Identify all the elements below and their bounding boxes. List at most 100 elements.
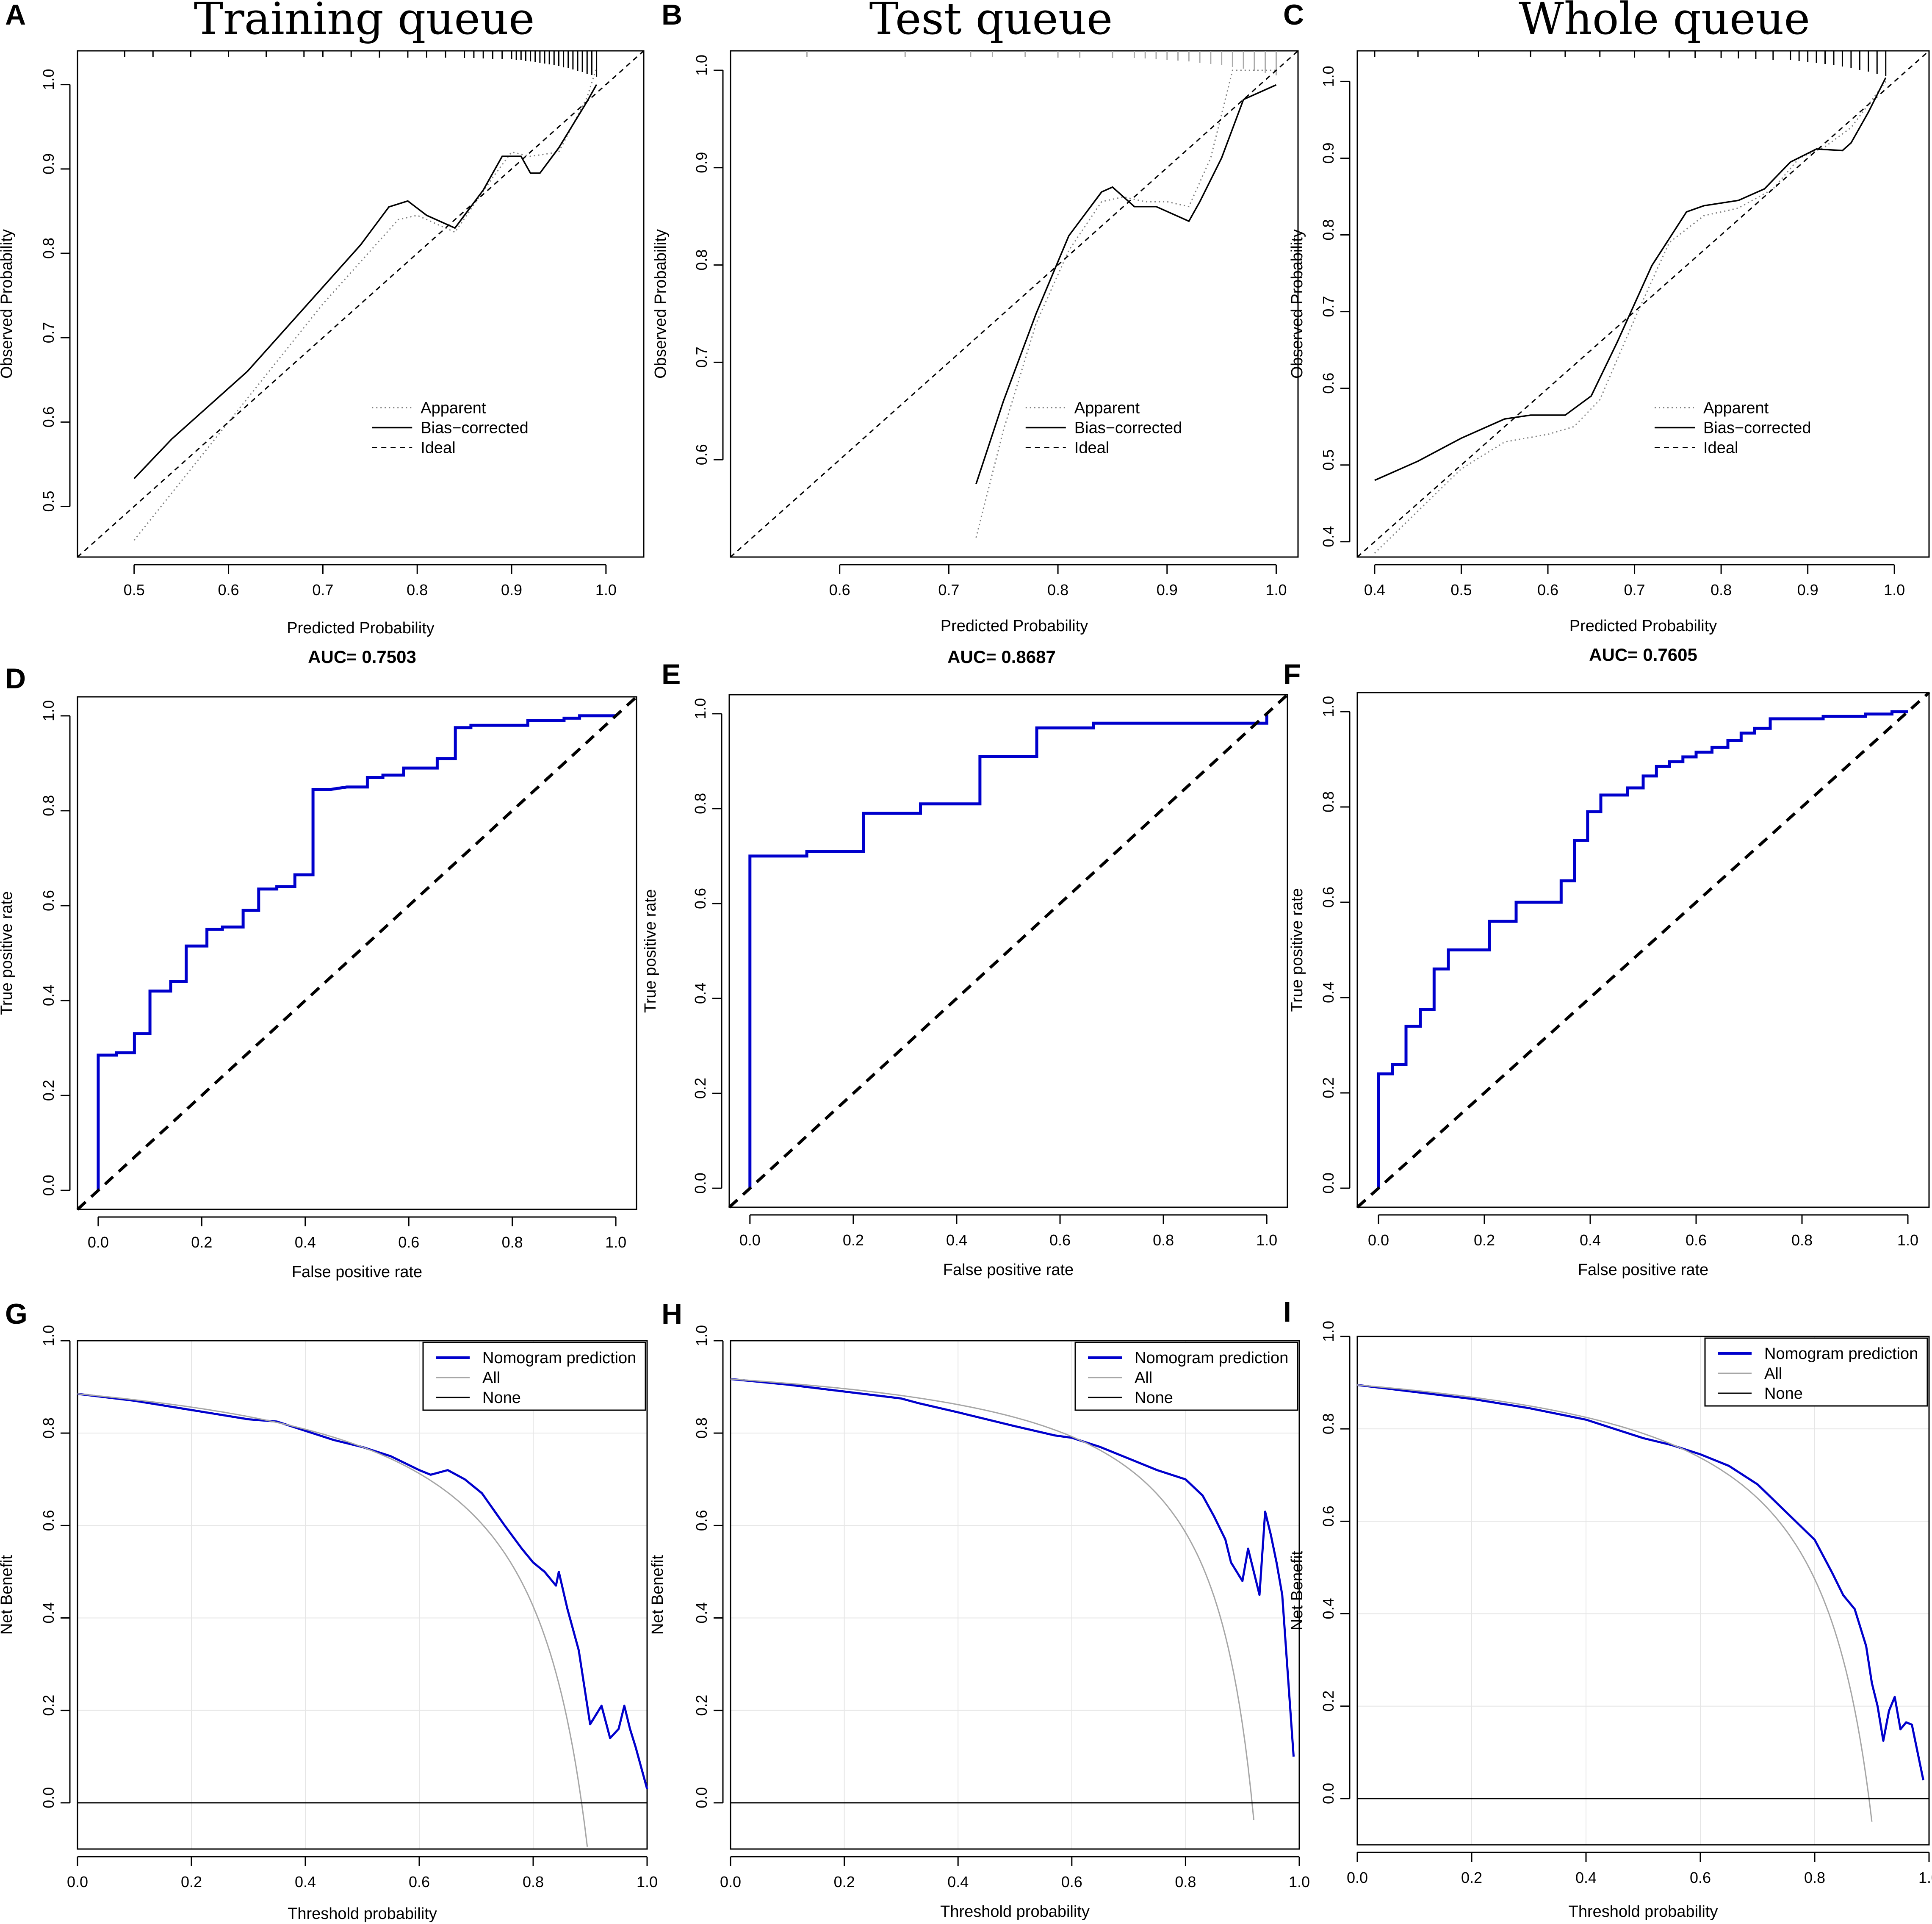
y-tick-label: 1.0 xyxy=(40,69,57,90)
y-tick-label: 1.0 xyxy=(40,1325,57,1346)
y-tick-label: 0.8 xyxy=(40,238,57,259)
x-tick-label: 0.0 xyxy=(1347,1869,1368,1886)
bias-corrected-line xyxy=(1374,77,1887,481)
y-tick-label: 0.4 xyxy=(1320,1598,1337,1619)
y-tick-label: 0.0 xyxy=(1320,1173,1337,1194)
legend-box xyxy=(422,1342,646,1411)
y-tick-label: 0.9 xyxy=(40,153,57,175)
x-tick-label: 0.0 xyxy=(1368,1231,1389,1249)
y-tick-label: 1.0 xyxy=(693,55,710,76)
x-tick-label: 0.0 xyxy=(739,1231,761,1249)
y-tick-label: 1.0 xyxy=(1320,1321,1337,1342)
x-tick-label: 0.6 xyxy=(1690,1869,1711,1886)
plot-frame xyxy=(77,50,645,558)
roc-curve xyxy=(748,713,1268,1189)
y-axis-title: True positive rate xyxy=(642,889,659,1013)
y-tick-label: 0.9 xyxy=(1320,142,1337,164)
x-tick-label: 1.0 xyxy=(595,581,617,599)
y-tick-label: 0.6 xyxy=(1320,887,1337,908)
y-tick-label: 0.7 xyxy=(40,322,57,343)
x-tick-label: 0.9 xyxy=(501,581,522,599)
reference-diagonal xyxy=(76,696,638,1211)
x-tick-label: 0.5 xyxy=(1450,581,1472,599)
x-tick-label: 0.2 xyxy=(1474,1231,1495,1249)
x-tick-label: 1.0 xyxy=(1897,1231,1918,1249)
panel-h: H 0.0 0.2 0.4 0.6 0.8 1.0 0.0 0.2 0.4 0.6 0.8 1.0 Thr… xyxy=(649,1298,1310,1921)
y-tick-label: 0.6 xyxy=(692,888,709,909)
x-axis-title: Threshold probability xyxy=(288,1905,437,1923)
legend-label-2: None xyxy=(1135,1389,1173,1407)
y-tick-label: 0.0 xyxy=(40,1787,57,1808)
y-tick-label: 1.0 xyxy=(1320,66,1337,87)
legend-label-0: Apparent xyxy=(1703,399,1769,417)
y-tick-label: 0.0 xyxy=(1320,1783,1337,1804)
panel-letter-g: G xyxy=(5,1298,28,1330)
panel-d: D 0.0 0.2 0.4 0.6 0.8 1.0 0.0 0.2 0.4 0.6 0.8 1.0 Fal… xyxy=(0,663,638,1281)
x-tick-label: 1.0 xyxy=(1918,1869,1932,1886)
plot-frame xyxy=(77,1340,648,1850)
panel-letter-a: A xyxy=(5,0,26,31)
x-tick-label: 0.4 xyxy=(947,1873,969,1891)
y-tick-label: 0.4 xyxy=(693,1602,710,1624)
panel-i: I 0.0 0.2 0.4 0.6 0.8 1.0 0.0 0.2 0.4 0.6 0.8 1.0 Thr… xyxy=(1283,1296,1932,1921)
panel-c: C 0.4 0.5 0.6 0.7 0.8 0.9 1.0 0.4 0.5 0.6 0.7 0.8 0.9… xyxy=(1283,0,1930,635)
y-tick-label: 0.6 xyxy=(40,890,57,911)
nomogram-curve xyxy=(1357,1384,1924,1780)
x-axis-title: Predicted Probability xyxy=(1569,617,1717,635)
bias-corrected-line xyxy=(133,84,598,480)
y-tick-label: 0.5 xyxy=(40,491,57,512)
x-tick-label: 0.9 xyxy=(1797,581,1819,599)
nomogram-curve xyxy=(730,1378,1295,1757)
y-tick-label: 0.8 xyxy=(692,793,709,814)
panel-letter-b: B xyxy=(662,0,682,31)
auc-label-d: AUC= 0.7503 xyxy=(308,647,416,667)
roc-curve xyxy=(1377,710,1908,1188)
panel-letter-f: F xyxy=(1283,658,1301,690)
bias-corrected-line xyxy=(975,84,1277,485)
x-tick-label: 0.5 xyxy=(124,581,145,599)
y-tick-label: 1.0 xyxy=(693,1325,710,1346)
x-tick-label: 0.2 xyxy=(843,1231,864,1249)
legend-label-2: None xyxy=(482,1389,521,1407)
legend-label-1: Bias−corrected xyxy=(1074,419,1182,437)
legend-label-1: Bias−corrected xyxy=(421,419,529,437)
x-tick-label: 0.2 xyxy=(1461,1869,1482,1886)
y-tick-label: 0.8 xyxy=(40,1417,57,1439)
x-tick-label: 1.0 xyxy=(1289,1873,1310,1891)
y-tick-label: 0.2 xyxy=(692,1078,709,1099)
y-tick-label: 0.6 xyxy=(1320,373,1337,394)
panel-letter-e: E xyxy=(662,658,681,690)
roc-curve xyxy=(97,714,616,1191)
panel-a: A 0.5 0.6 0.7 0.8 0.9 1.0 0.5 0.6 0.7 0.8 0.9 1.0 Pre… xyxy=(0,0,645,637)
panel-e: E 0.0 0.2 0.4 0.6 0.8 1.0 0.0 0.2 0.4 0.6 0.8 1.0 Fal… xyxy=(642,658,1289,1279)
x-tick-label: 0.4 xyxy=(295,1234,316,1251)
y-tick-label: 0.6 xyxy=(693,1510,710,1531)
x-tick-label: 0.6 xyxy=(829,581,850,599)
panel-letter-c: C xyxy=(1283,0,1304,31)
x-tick-label: 0.2 xyxy=(181,1873,202,1891)
x-tick-label: 0.6 xyxy=(218,581,239,599)
x-tick-label: 0.0 xyxy=(88,1234,109,1251)
legend-label-2: Ideal xyxy=(1703,439,1738,457)
treat-all-curve xyxy=(1357,1384,1873,1822)
x-tick-label: 0.6 xyxy=(1049,1231,1071,1249)
plot-frame xyxy=(1356,692,1930,1208)
x-tick-label: 0.7 xyxy=(312,581,333,599)
x-tick-label: 1.0 xyxy=(1265,581,1287,599)
reference-diagonal xyxy=(728,693,1289,1209)
x-tick-label: 0.2 xyxy=(834,1873,855,1891)
y-tick-label: 0.7 xyxy=(1320,296,1337,317)
auc-label-f: AUC= 0.7605 xyxy=(1589,645,1697,665)
y-tick-label: 0.8 xyxy=(1320,219,1337,241)
panel-letter-d: D xyxy=(5,663,26,695)
auc-label-e: AUC= 0.8687 xyxy=(947,647,1056,667)
y-tick-label: 0.4 xyxy=(40,1602,57,1624)
plot-frame xyxy=(1356,50,1930,558)
y-tick-label: 0.4 xyxy=(40,985,57,1006)
x-tick-label: 1.0 xyxy=(605,1234,626,1251)
y-tick-label: 0.2 xyxy=(1320,1077,1337,1098)
y-tick-label: 1.0 xyxy=(1320,696,1337,717)
x-tick-label: 0.4 xyxy=(1364,581,1385,599)
